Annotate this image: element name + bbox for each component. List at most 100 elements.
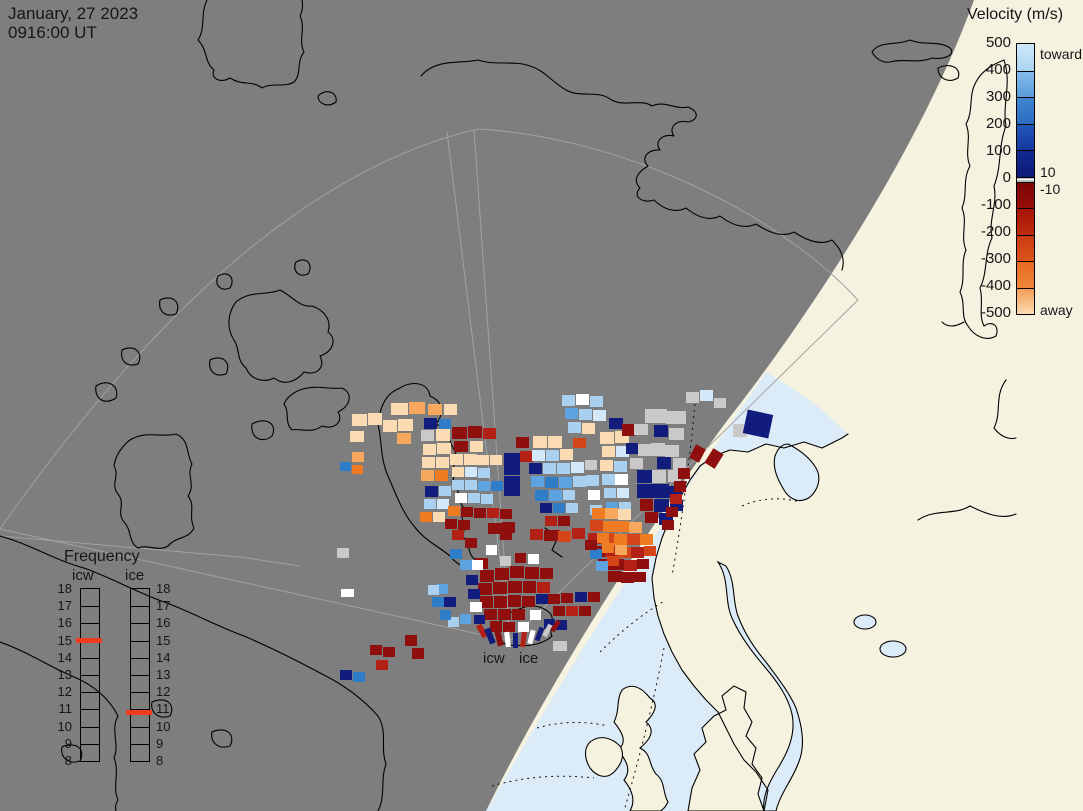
velocity-cell <box>540 503 552 513</box>
velocity-cell <box>508 581 522 593</box>
velocity-cell <box>545 477 558 488</box>
away-label: away <box>1040 302 1073 318</box>
velocity-cell <box>522 596 535 607</box>
velocity-cell <box>640 534 653 545</box>
velocity-cell <box>352 414 367 426</box>
colorbar-zero-line <box>1017 178 1034 180</box>
velocity-cell <box>616 446 629 457</box>
colorbar-segment <box>1017 44 1034 71</box>
velocity-cell <box>433 512 445 522</box>
velocity-cell <box>488 523 502 534</box>
velocity-cell <box>444 597 456 607</box>
velocity-cell <box>549 490 562 501</box>
velocity-cell <box>669 428 684 440</box>
colorbar-segment <box>1017 70 1034 97</box>
velocity-cell <box>588 533 601 544</box>
velocity-cell <box>588 490 600 500</box>
velocity-cell <box>490 455 502 465</box>
velocity-cell <box>516 437 529 448</box>
velocity-cell <box>617 488 629 498</box>
velocity-cell <box>472 560 483 570</box>
velocity-cell <box>376 660 388 670</box>
velocity-cell <box>498 609 511 620</box>
velocity-cell <box>626 443 638 454</box>
velocity-cell <box>398 419 413 431</box>
velocity-cell <box>733 424 747 437</box>
velocity-cell <box>432 597 444 607</box>
velocity-cell <box>572 528 585 539</box>
velocity-cell <box>561 593 573 603</box>
velocity-cell <box>383 420 397 432</box>
colorbar-tick-label: 0 <box>1002 169 1011 186</box>
velocity-cell <box>500 556 511 566</box>
frequency-scale-label: 12 <box>156 684 171 700</box>
velocity-cell <box>602 543 614 553</box>
velocity-cell <box>742 409 774 439</box>
velocity-cell <box>544 619 555 629</box>
velocity-cell <box>686 392 699 403</box>
colorbar-segment <box>1017 181 1034 208</box>
frequency-tick <box>81 657 99 659</box>
frequency-scale-label: 16 <box>156 615 171 631</box>
velocity-cell <box>534 626 545 642</box>
velocity-cell <box>543 463 556 474</box>
velocity-cell <box>573 438 586 448</box>
velocity-cell <box>475 623 489 639</box>
velocity-cell <box>579 606 591 616</box>
velocity-cell <box>621 572 634 583</box>
velocity-cell <box>540 568 553 579</box>
velocity-cell <box>520 451 533 462</box>
velocity-cell <box>637 470 652 483</box>
frequency-tick <box>131 743 149 745</box>
velocity-cell <box>452 530 464 540</box>
colorbar-segment <box>1017 287 1034 314</box>
velocity-cell <box>478 468 490 478</box>
velocity-cell <box>421 470 434 481</box>
frequency-marker-ice <box>126 709 152 715</box>
velocity-cell <box>435 470 448 481</box>
velocity-cell <box>468 589 480 599</box>
velocity-cell <box>597 533 609 543</box>
velocity-cell <box>425 486 438 497</box>
velocity-cell <box>548 436 562 448</box>
velocity-cell <box>615 474 628 485</box>
velocity-cell <box>504 631 511 648</box>
velocity-cell <box>455 493 467 503</box>
frequency-scale-label: 11 <box>156 701 170 717</box>
velocity-cell <box>423 444 436 455</box>
velocity-cell <box>592 508 605 519</box>
velocity-cell <box>666 411 686 424</box>
velocity-cell <box>652 484 669 498</box>
frequency-title: Frequency <box>64 548 140 565</box>
velocity-cell <box>352 465 363 474</box>
velocity-cell <box>673 458 686 470</box>
velocity-cell <box>502 522 515 533</box>
colorbar-segment <box>1017 123 1034 150</box>
velocity-cell <box>666 507 678 517</box>
time-text: 0916:00 UT <box>8 23 97 42</box>
velocity-cell <box>448 617 459 627</box>
lake <box>879 640 907 658</box>
velocity-cell <box>428 404 442 415</box>
frequency-tick <box>81 709 99 711</box>
velocity-cell <box>491 481 503 491</box>
velocity-cell <box>466 575 478 585</box>
velocity-cell <box>337 548 349 558</box>
velocity-cell <box>523 581 536 593</box>
continental-europe <box>687 685 765 811</box>
velocity-cell <box>527 629 536 645</box>
velocity-cell <box>486 545 497 555</box>
velocity-cell <box>510 566 524 578</box>
velocity-cell <box>531 476 544 487</box>
velocity-cell <box>397 433 411 444</box>
frequency-bar-ice <box>130 588 150 762</box>
velocity-cell <box>468 493 480 503</box>
velocity-cell <box>530 529 543 540</box>
toward-label: toward <box>1040 46 1083 62</box>
colorbar-tick-label: -200 <box>980 223 1011 240</box>
velocity-cell <box>350 431 364 442</box>
frequency-col-icw-label: icw <box>72 567 94 584</box>
velocity-cell <box>503 622 515 632</box>
velocity-cell <box>544 530 557 541</box>
